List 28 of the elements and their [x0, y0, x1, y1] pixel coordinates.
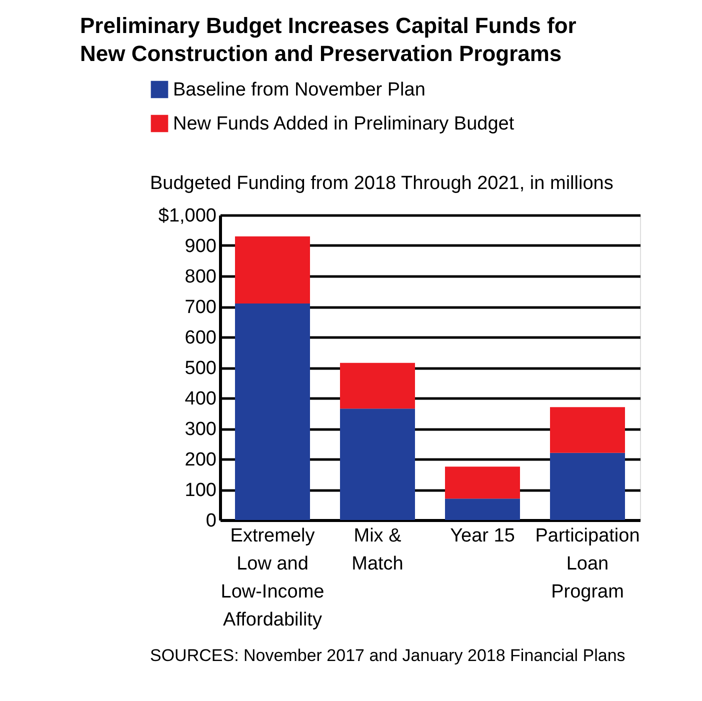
- y-tick-label: 800: [184, 266, 216, 288]
- legend-label: New Funds Added in Preliminary Budget: [173, 114, 515, 134]
- y-tick-label: 0: [206, 510, 216, 532]
- y-tick-label: 700: [184, 297, 216, 318]
- chart-title: Preliminary Budget Increases Capital Funds for New Construction and Preservation Programs: [80, 13, 577, 66]
- y-tick-label: 500: [184, 358, 216, 379]
- bar: [445, 466, 520, 499]
- x-tick-label: Participation Loan Program: [535, 526, 640, 602]
- bar: [550, 407, 625, 453]
- bar: [340, 408, 415, 520]
- source-note: SOURCES: November 2017 and January 2018 Financial Plans: [150, 646, 626, 665]
- bar: [445, 498, 520, 520]
- y-tick-label: 100: [184, 480, 216, 501]
- x-tick-label: Year 15: [450, 526, 515, 546]
- y-tick-label: 200: [184, 450, 216, 470]
- bar: [235, 303, 310, 520]
- bar: [235, 236, 310, 304]
- y-tick-label: 600: [184, 328, 216, 348]
- x-tick-label: Extremely Low and Low-Income Affordability: [220, 526, 324, 630]
- bar: [340, 362, 415, 409]
- y-tick-label: 400: [184, 388, 216, 410]
- x-tick-label: Mix & Match: [352, 526, 404, 574]
- y-tick-label: 900: [184, 236, 216, 257]
- bar: [550, 452, 625, 520]
- y-tick-label: $1,000: [158, 206, 216, 226]
- chart-subtitle: Budgeted Funding from 2018 Through 2021, in millions: [150, 173, 614, 194]
- legend-label: Baseline from November Plan: [173, 80, 426, 100]
- y-tick-label: 300: [184, 419, 216, 440]
